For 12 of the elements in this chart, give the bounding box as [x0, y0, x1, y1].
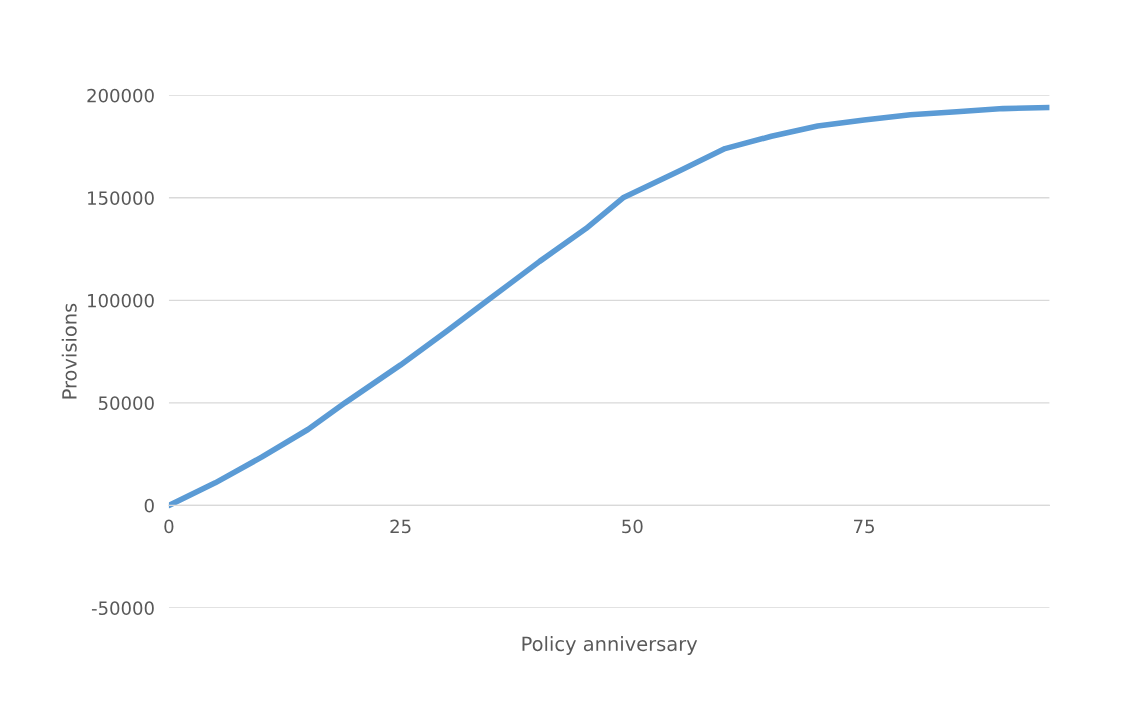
y-tick-label: 200000 [87, 88, 154, 103]
y-tick-label: 150000 [88, 191, 154, 205]
x-tick-label: 50 [622, 519, 643, 534]
x-tick-label: 25 [390, 519, 411, 534]
x-tick-label: 75 [854, 519, 874, 534]
y-tick-label: 0 [144, 498, 154, 513]
x-tick-label: 0 [164, 519, 174, 534]
y-tick-label: -50000 [91, 601, 154, 616]
y-tick-label: 100000 [88, 293, 154, 308]
y-tick-label: 50000 [98, 396, 154, 410]
y-axis-title: Provisions [61, 303, 77, 399]
x-axis-title: Policy anniversary [522, 636, 698, 655]
